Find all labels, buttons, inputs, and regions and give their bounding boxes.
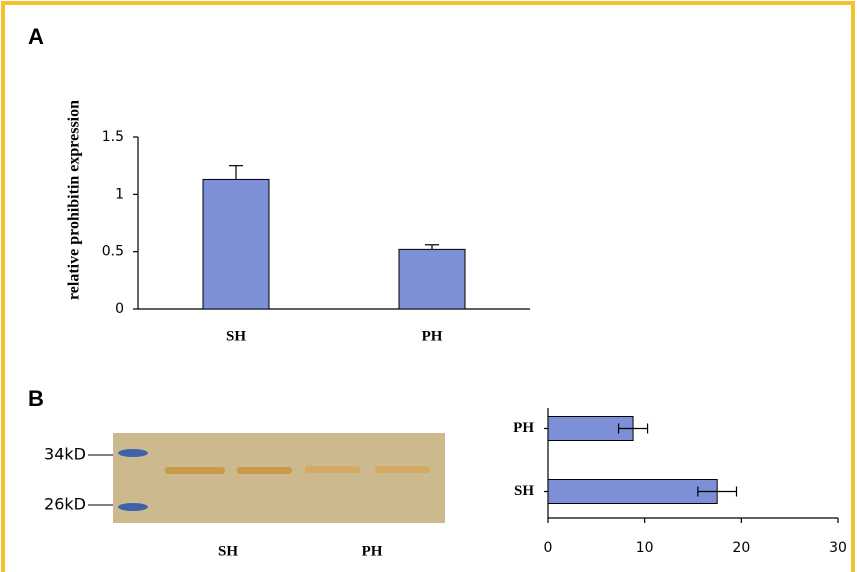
bar <box>548 480 717 504</box>
y-tick-label: 0 <box>115 301 124 317</box>
panel-label: B <box>28 386 44 411</box>
gel-band <box>305 466 360 473</box>
y-tick-label: SH <box>514 483 534 499</box>
x-tick-label: 30 <box>829 540 847 556</box>
x-tick-label: PH <box>422 328 443 344</box>
gel-band <box>375 466 430 473</box>
bar <box>203 179 269 309</box>
gel <box>113 433 445 523</box>
marker-label: 26kD <box>44 495 86 514</box>
x-tick-label: 0 <box>544 540 553 556</box>
gel-band <box>237 467 292 474</box>
figure: A B relative prohibitin expression 34kD … <box>0 0 857 572</box>
marker-band <box>118 449 148 457</box>
marker-band <box>118 503 148 511</box>
lane-label: SH <box>218 543 238 559</box>
y-tick-label: 1.5 <box>102 129 124 145</box>
panel-label: A <box>28 24 44 49</box>
x-tick-label: 20 <box>732 540 750 556</box>
y-axis-label: relative prohibitin expression <box>66 100 83 300</box>
x-tick-label: SH <box>226 328 246 344</box>
y-tick-label: 0.5 <box>102 244 124 260</box>
y-tick-label: 1 <box>115 186 124 202</box>
marker-label: 34kD <box>44 445 86 464</box>
gel-band <box>165 467 225 474</box>
bar <box>399 249 465 309</box>
x-tick-label: 10 <box>636 540 654 556</box>
lane-label: PH <box>362 543 383 559</box>
y-tick-label: PH <box>513 420 534 436</box>
